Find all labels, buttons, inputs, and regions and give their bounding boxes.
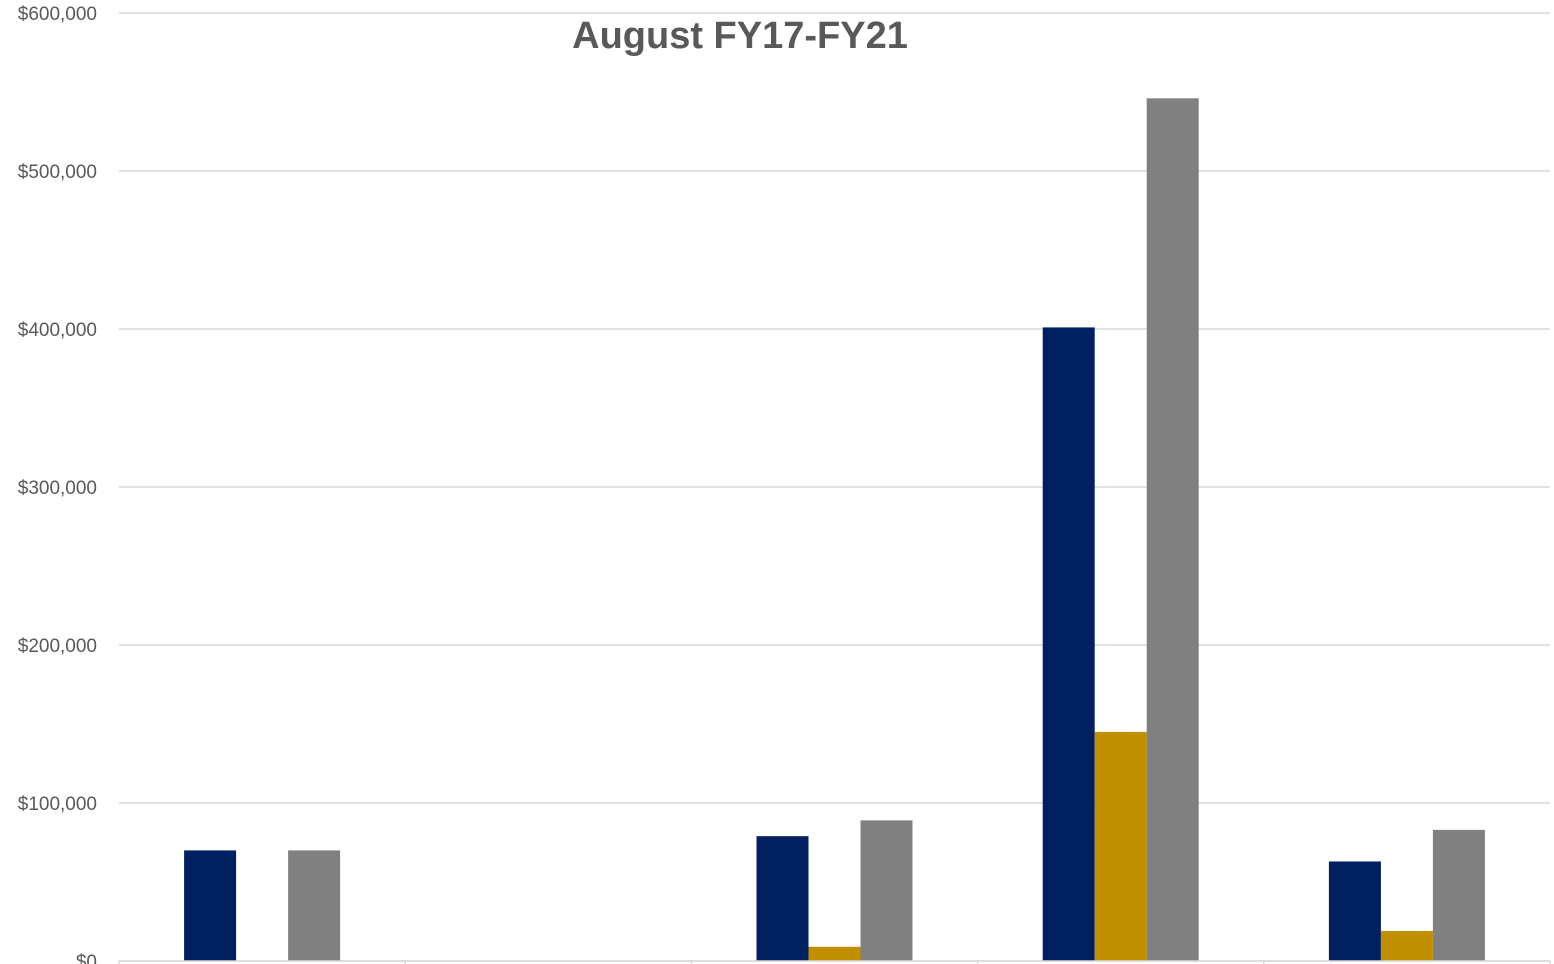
bar-series-1-category-5	[1328, 861, 1381, 961]
y-tick-label: $500,000	[18, 162, 97, 183]
bar-series-1-category-3	[756, 836, 809, 961]
bars	[184, 98, 1485, 961]
bar-series-2-category-5	[1380, 930, 1433, 961]
gridlines	[119, 12, 1550, 962]
bar-series-1-category-1	[184, 850, 237, 961]
bar-series-1-category-4	[1042, 327, 1095, 961]
y-tick-label: $600,000	[18, 4, 97, 25]
y-axis-tick-labels: $0 $100,000 $200,000 $300,000 $400,000 $500,0…	[18, 4, 97, 964]
bar-series-2-category-3	[808, 946, 861, 961]
y-tick-label: $200,000	[18, 636, 97, 657]
y-tick-label: $100,000	[18, 794, 97, 815]
bar-series-2-category-4	[1094, 731, 1147, 961]
bar-series-3-category-4	[1146, 98, 1199, 961]
y-tick-label: $300,000	[18, 478, 97, 499]
bar-series-3-category-3	[860, 820, 913, 961]
bar-series-3-category-1	[288, 850, 341, 961]
bar-series-3-category-5	[1432, 829, 1485, 961]
x-axis	[118, 960, 1551, 964]
chart-title: August FY17-FY21	[572, 15, 908, 57]
y-tick-label: $400,000	[18, 320, 97, 341]
y-tick-label: $0	[76, 952, 97, 964]
